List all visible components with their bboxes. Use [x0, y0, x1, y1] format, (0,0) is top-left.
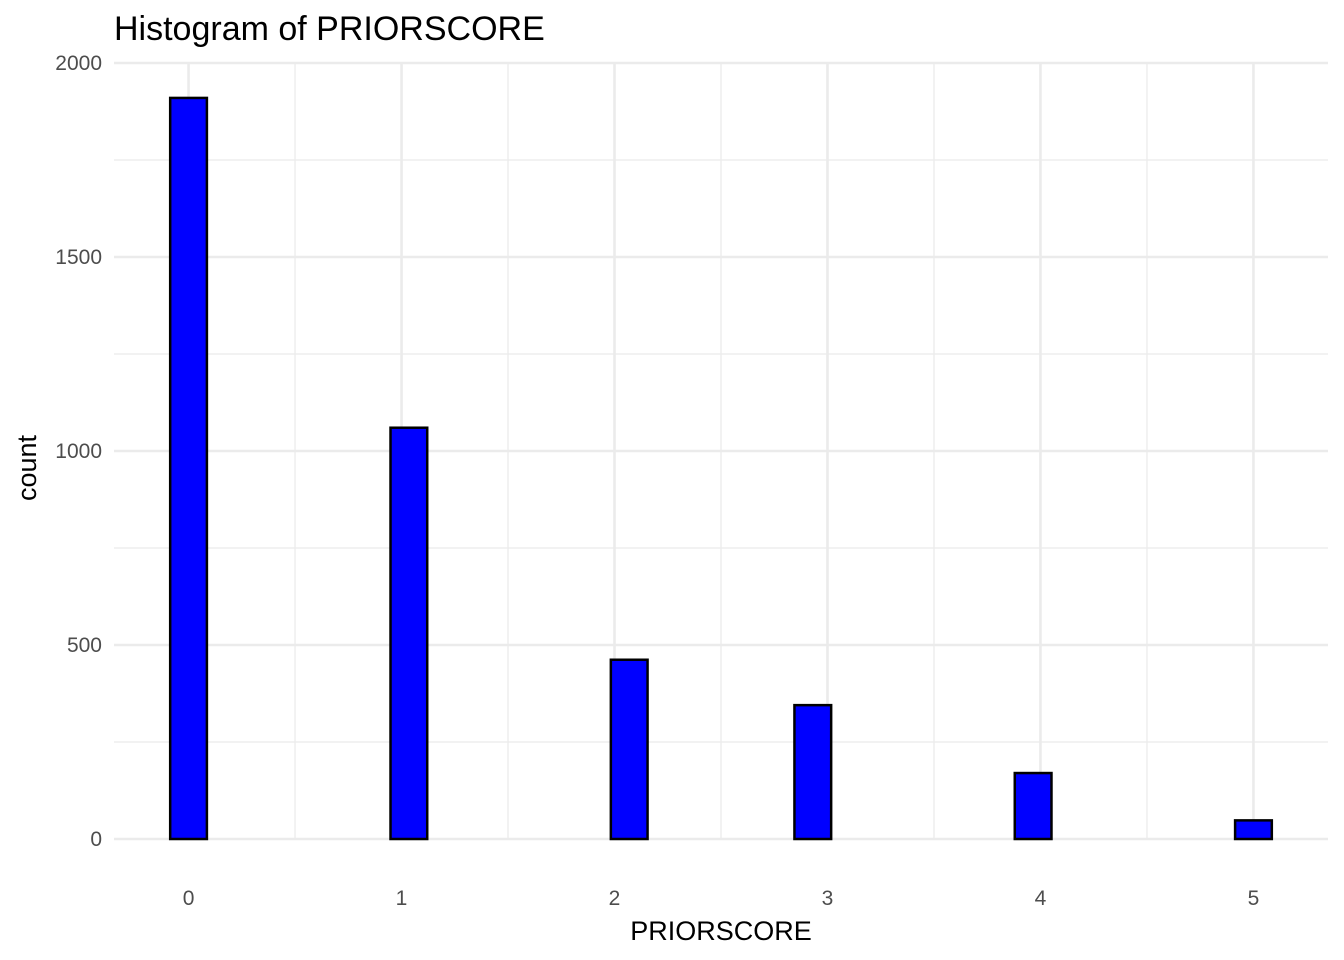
y-tick-label: 0: [90, 828, 102, 851]
grid-lines: [114, 61, 1328, 841]
y-axis-ticks: 0 500 1000 1500 2000: [55, 52, 102, 851]
x-axis-ticks: 0 1 2 3 4 5: [183, 887, 1260, 910]
y-tick-label: 1500: [55, 246, 102, 269]
histogram-bar: [1013, 771, 1053, 841]
x-tick-label: 4: [1035, 887, 1047, 910]
x-tick-label: 2: [609, 887, 621, 910]
y-tick-label: 500: [67, 634, 102, 657]
y-tick-label: 2000: [55, 52, 102, 75]
x-tick-label: 3: [822, 887, 834, 910]
y-axis-title: count: [12, 434, 42, 501]
histogram-bar: [1233, 819, 1274, 841]
histogram-bar: [793, 703, 833, 841]
histogram-bars: [168, 96, 1274, 841]
x-axis-title: PRIORSCORE: [630, 916, 812, 946]
x-tick-label: 5: [1248, 887, 1260, 910]
chart-title: Histogram of PRIORSCORE: [114, 10, 545, 48]
histogram-bar: [389, 426, 429, 841]
y-tick-label: 1000: [55, 440, 102, 463]
x-tick-label: 0: [183, 887, 195, 910]
histogram-bar: [168, 96, 209, 841]
x-tick-label: 1: [396, 887, 408, 910]
histogram-bar: [609, 658, 649, 841]
